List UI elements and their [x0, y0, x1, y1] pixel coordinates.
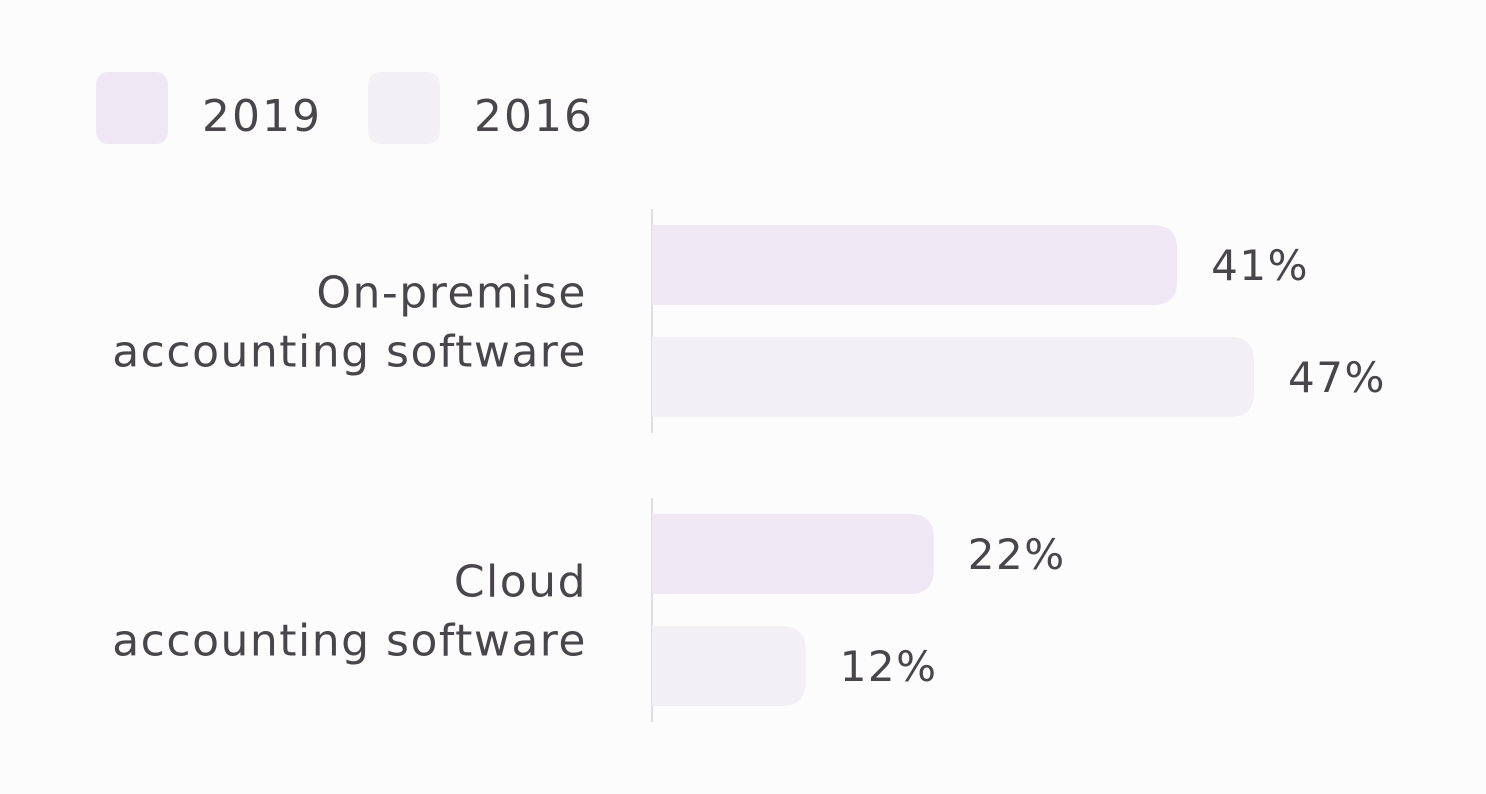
legend-label-2019: 2019	[202, 91, 322, 142]
bar-2016-1	[652, 626, 806, 706]
legend: 2019 2016	[96, 72, 594, 144]
category-label-0-line-0: On-premise	[316, 268, 587, 319]
legend-swatch-2019	[96, 72, 168, 144]
value-labels: 41% 47% 22% 12%	[840, 241, 1386, 691]
value-label-2016-1: 12%	[840, 642, 938, 691]
category-label-0-line-1: accounting software	[112, 327, 587, 378]
value-label-2016-0: 47%	[1288, 353, 1386, 402]
category-label-1-line-0: Cloud	[454, 557, 587, 608]
bar-2019-1	[652, 514, 934, 594]
category-label-1-line-1: accounting software	[112, 616, 587, 667]
bar-2016-0	[652, 337, 1254, 417]
legend-label-2016: 2016	[474, 91, 594, 142]
category-labels: On-premise accounting software Cloud accoun…	[112, 268, 587, 667]
bar-2019-0	[652, 225, 1178, 305]
legend-swatch-2016	[368, 72, 440, 144]
bars	[652, 225, 1254, 706]
value-label-2019-0: 41%	[1211, 241, 1309, 290]
value-label-2019-1: 22%	[968, 530, 1066, 579]
